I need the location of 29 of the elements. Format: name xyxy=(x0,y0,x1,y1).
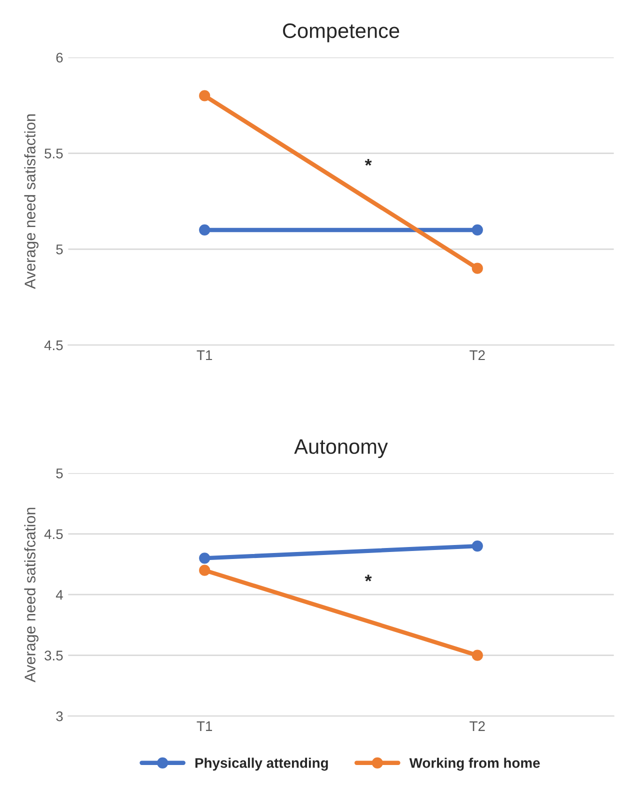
point xyxy=(199,224,210,236)
chart-title: Autonomy xyxy=(294,439,388,458)
point xyxy=(199,552,210,564)
x-tick-label: T2 xyxy=(470,350,485,360)
y-axis-title: Average need satisfcation xyxy=(24,508,38,682)
x-tick-label: T1 xyxy=(196,350,212,360)
y-tick-label: 5 xyxy=(56,468,63,478)
chart-title: Competence xyxy=(283,23,400,42)
y-tick-label: 4.5 xyxy=(44,340,63,350)
y-tick-label: 3.5 xyxy=(44,650,63,660)
point xyxy=(472,650,483,661)
point xyxy=(472,262,483,274)
y-tick-label: 3 xyxy=(56,711,63,722)
point xyxy=(472,224,483,236)
y-tick-label: 4.5 xyxy=(44,529,63,540)
x-tick-label: T1 xyxy=(196,721,212,731)
point xyxy=(472,540,483,552)
y-axis-title: Average need satisfaction xyxy=(24,114,38,289)
y-tick-label: 4 xyxy=(56,590,63,600)
point xyxy=(199,90,210,102)
y-tick-label: 5 xyxy=(56,244,63,254)
y-tick-label: 6 xyxy=(56,52,63,63)
legend-label: Working from home xyxy=(409,758,540,771)
annotation: * xyxy=(364,158,372,166)
legend-label: Physically attending xyxy=(195,758,328,771)
x-tick-label: T2 xyxy=(470,721,485,731)
y-tick-label: 5.5 xyxy=(44,148,63,158)
annotation: * xyxy=(364,574,372,582)
point xyxy=(199,564,210,576)
